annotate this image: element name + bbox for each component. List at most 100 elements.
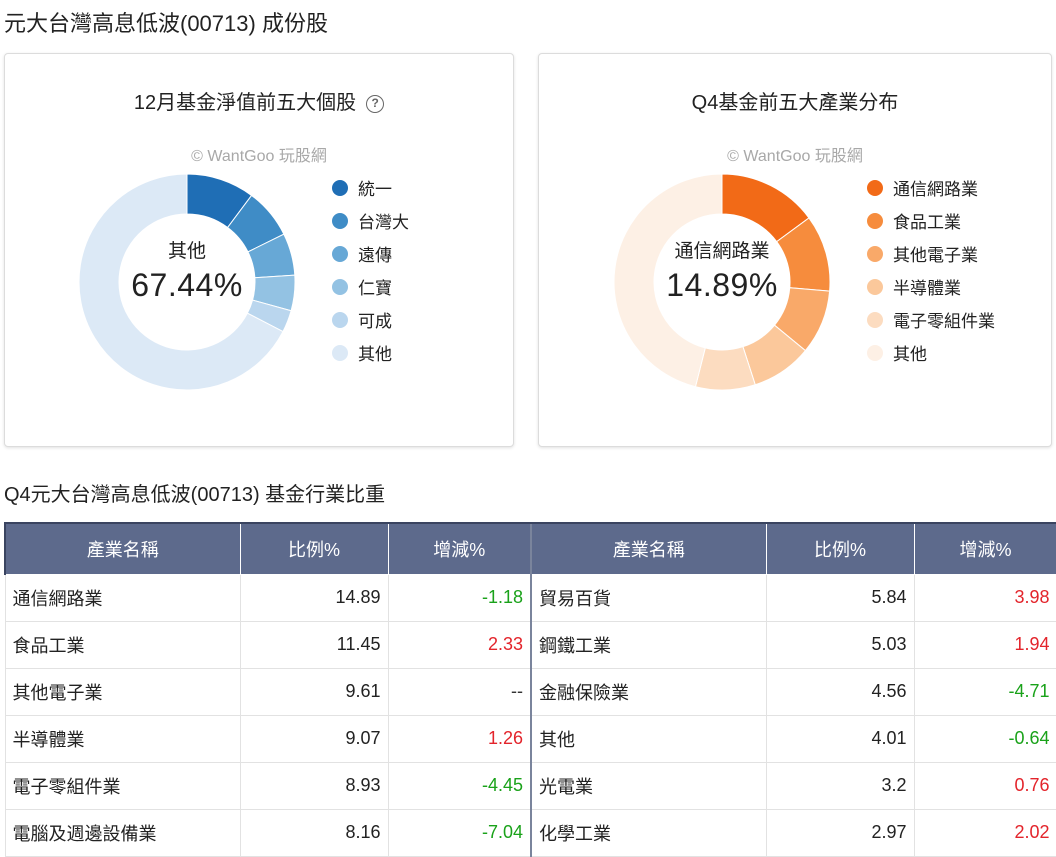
industry-name-cell: 電子零組件業 [4, 761, 241, 810]
donut-center: 其他 67.44% [97, 236, 277, 304]
table-row: 電子零組件業 8.93 -4.45 光電業 3.2 0.76 [4, 761, 1056, 810]
donut-slice[interactable] [78, 173, 284, 391]
industry-dist-donut-chart [613, 173, 831, 391]
industry-name-cell: 食品工業 [4, 620, 241, 669]
question-circle-icon[interactable]: ? [366, 95, 385, 113]
header-industry-name: 產業名稱 [4, 522, 241, 575]
ratio-cell: 9.61 [239, 667, 389, 716]
donut-slice[interactable] [613, 173, 723, 388]
ratio-cell: 11.45 [239, 620, 389, 669]
ratio-cell: 4.01 [765, 714, 915, 763]
legend-item[interactable]: 半導體業 [867, 270, 995, 303]
legend-dot-icon [867, 311, 883, 328]
legend-dot-icon [867, 212, 883, 229]
industry-name-cell: 半導體業 [4, 714, 241, 763]
ratio-cell: 9.07 [239, 714, 389, 763]
legend-label: 仁寶 [358, 279, 392, 298]
ratio-cell: 8.16 [239, 808, 389, 857]
donut-center-value: 67.44% [131, 267, 243, 303]
watermark: © WantGoo 玩股網 [727, 148, 863, 165]
legend-label: 食品工業 [893, 213, 961, 232]
legend-label: 通信網路業 [893, 180, 978, 199]
change-cell: -4.71 [913, 667, 1056, 716]
industry-name-cell: 貿易百貨 [530, 573, 767, 622]
legend-item[interactable]: 台灣大 [332, 204, 409, 237]
ratio-cell: 3.2 [765, 761, 915, 810]
ratio-cell: 2.97 [765, 808, 915, 857]
legend-label: 可成 [358, 312, 392, 331]
donut-center-label: 通信網路業 [674, 241, 770, 262]
industry-name-cell: 鋼鐵工業 [530, 620, 767, 669]
table-row: 半導體業 9.07 1.26 其他 4.01 -0.64 [4, 714, 1056, 763]
change-cell: 0.76 [913, 761, 1056, 810]
table-header-row: 產業名稱 比例% 增減% 產業名稱 比例% 增減% [4, 522, 1056, 575]
industry-dist-card: Q4基金前五大產業分布 © WantGoo 玩股網 通信網路業 14.89% 通… [538, 53, 1052, 447]
section-title: Q4元大台灣高息低波(00713) 基金行業比重 [4, 484, 386, 506]
change-cell: 1.26 [387, 714, 532, 763]
legend-item[interactable]: 其他 [332, 336, 409, 369]
legend-dot-icon [332, 245, 348, 262]
legend-label: 遠傳 [358, 246, 392, 265]
legend-dot-icon [867, 278, 883, 295]
watermark: © WantGoo 玩股網 [191, 148, 327, 165]
header-change: 增減% [387, 522, 532, 575]
industry-name-cell: 通信網路業 [4, 573, 241, 622]
ratio-cell: 4.56 [765, 667, 915, 716]
industry-name-cell: 化學工業 [530, 808, 767, 857]
donut-center-value: 14.89% [666, 267, 778, 303]
change-cell: 1.94 [913, 620, 1056, 669]
header-industry-name: 產業名稱 [530, 522, 767, 575]
legend-label: 統一 [358, 180, 392, 199]
industry-weight-table: 產業名稱 比例% 增減% 產業名稱 比例% 增減% 通信網路業 14.89 -1.1… [4, 522, 1056, 857]
industry-name-cell: 電腦及週邊設備業 [4, 808, 241, 857]
legend-label: 半導體業 [893, 279, 961, 298]
legend-dot-icon [332, 278, 348, 295]
change-cell: 2.02 [913, 808, 1056, 857]
top-stocks-title-text: 12月基金淨值前五大個股 [133, 92, 357, 114]
legend-item[interactable]: 遠傳 [332, 237, 409, 270]
change-cell: 3.98 [913, 573, 1056, 622]
industry-dist-title: Q4基金前五大產業分布 [691, 92, 899, 114]
top-stocks-title: 12月基金淨值前五大個股? [5, 86, 513, 115]
header-change: 增減% [913, 522, 1056, 575]
industry-name-cell: 其他 [530, 714, 767, 763]
header-ratio: 比例% [765, 522, 915, 575]
legend-item[interactable]: 可成 [332, 303, 409, 336]
change-cell: -- [387, 667, 532, 716]
legend-item[interactable]: 電子零組件業 [867, 303, 995, 336]
change-cell: -1.18 [387, 573, 532, 622]
legend-item[interactable]: 統一 [332, 171, 409, 204]
legend-label: 其他 [893, 345, 927, 364]
top-stocks-donut-chart [78, 173, 296, 391]
legend-label: 其他電子業 [893, 246, 978, 265]
table-row: 食品工業 11.45 2.33 鋼鐵工業 5.03 1.94 [4, 620, 1056, 669]
legend-item[interactable]: 其他電子業 [867, 237, 995, 270]
change-cell: -4.45 [387, 761, 532, 810]
industry-name-cell: 光電業 [530, 761, 767, 810]
legend-dot-icon [867, 344, 883, 361]
legend-item[interactable]: 食品工業 [867, 204, 995, 237]
legend-item[interactable]: 仁寶 [332, 270, 409, 303]
legend-item[interactable]: 其他 [867, 336, 995, 369]
table-row: 電腦及週邊設備業 8.16 -7.04 化學工業 2.97 2.02 [4, 808, 1056, 857]
table-row: 通信網路業 14.89 -1.18 貿易百貨 5.84 3.98 [4, 573, 1056, 622]
top-stocks-card: 12月基金淨值前五大個股? © WantGoo 玩股網 其他 67.44% 統一… [4, 53, 514, 447]
ratio-cell: 14.89 [239, 573, 389, 622]
legend-dot-icon [332, 179, 348, 196]
legend-label: 台灣大 [358, 213, 409, 232]
donut-center: 通信網路業 14.89% [632, 236, 812, 304]
legend-item[interactable]: 通信網路業 [867, 171, 995, 204]
legend-label: 其他 [358, 345, 392, 364]
donut-center-label: 其他 [167, 241, 206, 262]
legend-dot-icon [867, 245, 883, 262]
change-cell: 2.33 [387, 620, 532, 669]
page-title: 元大台灣高息低波(00713) 成份股 [4, 11, 328, 36]
legend-dot-icon [332, 212, 348, 229]
legend-dot-icon [867, 179, 883, 196]
change-cell: -0.64 [913, 714, 1056, 763]
industry-name-cell: 金融保險業 [530, 667, 767, 716]
ratio-cell: 8.93 [239, 761, 389, 810]
industry-dist-legend: 通信網路業食品工業其他電子業半導體業電子零組件業其他 [867, 171, 995, 369]
table-row: 其他電子業 9.61 -- 金融保險業 4.56 -4.71 [4, 667, 1056, 716]
ratio-cell: 5.03 [765, 620, 915, 669]
